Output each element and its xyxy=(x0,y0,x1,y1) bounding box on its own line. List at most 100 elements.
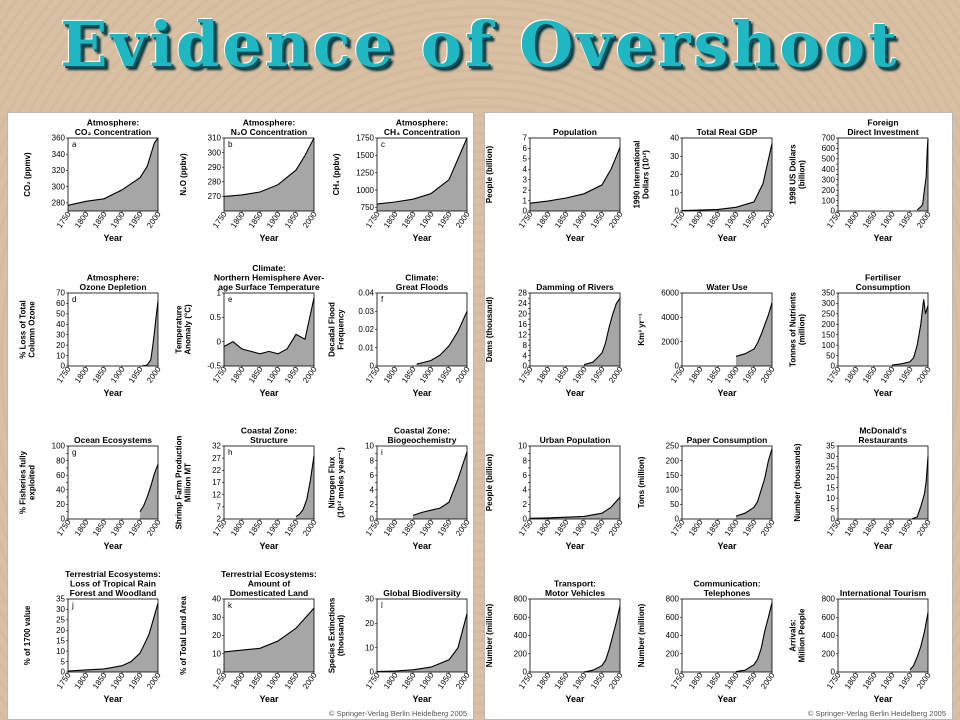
xtick-label-i: 1750 xyxy=(364,518,382,538)
ytick-label-d: 0 xyxy=(61,362,66,371)
plot-frame-e xyxy=(223,292,315,367)
ylabel-water: Km³ yr⁻¹ xyxy=(637,313,646,346)
xtick-label-fert: 1850 xyxy=(861,365,879,385)
chart-title-e: age Surface Temperature xyxy=(218,282,320,292)
ytick-label-pop: 1 xyxy=(523,196,528,205)
ytick-label-a: 280 xyxy=(52,199,66,208)
xtick-label-c: 1950 xyxy=(436,210,454,230)
ytick-label-dams: 28 xyxy=(518,289,527,298)
panel-letter-k: k xyxy=(228,601,233,610)
area-pop xyxy=(530,147,620,211)
ytick-label-fert: 300 xyxy=(822,299,836,308)
xtick-label-fdi: 1750 xyxy=(825,210,843,230)
ytick-label-fert: 100 xyxy=(822,341,836,350)
ytick-label-urban: 10 xyxy=(518,442,527,451)
ytick-label-pop: 5 xyxy=(523,155,528,164)
xtick-label-f: 1750 xyxy=(364,365,382,385)
area-motor xyxy=(584,606,620,672)
xtick-label-water: 2000 xyxy=(759,365,777,385)
xtick-label-g: 1900 xyxy=(109,518,127,538)
panel-letter-d: d xyxy=(72,295,76,304)
xtick-label-fert: 2000 xyxy=(915,365,933,385)
ylabel-i: (10¹² moles year⁻¹) xyxy=(337,447,346,518)
ytick-label-paper: 100 xyxy=(666,486,680,495)
xtick-label-k: 2000 xyxy=(301,671,319,691)
ytick-label-h: 32 xyxy=(212,442,221,451)
ytick-label-l: 20 xyxy=(365,619,374,628)
ytick-label-l: 30 xyxy=(365,595,374,604)
xtick-label-i: 1900 xyxy=(418,518,436,538)
chart-title-paper: Paper Consumption xyxy=(687,435,768,445)
ytick-label-f: 0.02 xyxy=(358,325,374,334)
series-line-k xyxy=(223,607,315,653)
xtick-label-c: 2000 xyxy=(454,210,472,230)
series-line-b xyxy=(223,137,315,197)
ytick-label-water: 2000 xyxy=(661,337,679,346)
xtick-label-urban: 1950 xyxy=(589,518,607,538)
ytick-label-paper: 200 xyxy=(666,456,680,465)
chart-title-k: Terrestrial Ecosystems: xyxy=(221,569,317,579)
series-line-l xyxy=(376,613,468,673)
plot-frame-fert xyxy=(837,292,929,367)
xtick-label-j: 2000 xyxy=(145,671,163,691)
chart-title-i: Coastal Zone: xyxy=(394,426,450,436)
ytick-label-pop: 4 xyxy=(523,165,528,174)
area-phone xyxy=(736,602,772,672)
series-line-tourism xyxy=(909,612,929,671)
chart-title-a: Atmosphere: xyxy=(87,118,140,128)
xtick-label-l: 1750 xyxy=(364,671,382,691)
xtick-label-l: 2000 xyxy=(454,671,472,691)
ytick-label-dams: 0 xyxy=(523,362,528,371)
ylabel-l: (thousand) xyxy=(337,615,346,657)
ylabel-d: Column Ozone xyxy=(28,301,37,358)
ylabel-gdp: 1990 International xyxy=(633,140,642,208)
plot-frame-b xyxy=(223,137,315,212)
ytick-label-urban: 4 xyxy=(523,486,528,495)
ytick-label-k: 0 xyxy=(217,668,222,677)
xtick-label-paper: 1800 xyxy=(687,518,705,538)
xtick-label-b: 1750 xyxy=(211,210,229,230)
left-chart-grid: Atmosphere:CO₂ Concentration280300320340… xyxy=(19,118,472,705)
ylabel-h: Shrimp Farm Production xyxy=(175,436,184,530)
series-line-g xyxy=(139,464,159,512)
ytick-label-j: 25 xyxy=(56,616,65,625)
xtick-label-fert: 1950 xyxy=(897,365,915,385)
chart-e: Climate:Northern Hemisphere Aver-age Sur… xyxy=(175,263,325,398)
xtick-label-d: 1950 xyxy=(127,365,145,385)
chart-title-f: Great Floods xyxy=(396,282,449,292)
xtick-label-phone: 1900 xyxy=(723,671,741,691)
xtick-label-d: 1900 xyxy=(109,365,127,385)
ylabel-mcd: Number (thousands) xyxy=(793,443,802,522)
chart-title-urban: Urban Population xyxy=(540,435,611,445)
plot-frame-l xyxy=(376,598,468,673)
ytick-label-paper: 250 xyxy=(666,442,680,451)
xlabel-i: Year xyxy=(412,541,432,551)
xlabel-j: Year xyxy=(103,694,123,704)
ytick-label-h: 27 xyxy=(212,454,221,463)
xtick-label-a: 1900 xyxy=(109,210,127,230)
chart-k: Terrestrial Ecosystems:Amount ofDomestic… xyxy=(179,569,319,704)
ytick-label-b: 280 xyxy=(208,178,222,187)
ytick-label-dams: 16 xyxy=(518,320,527,329)
panel-letter-a: a xyxy=(72,140,77,149)
series-line-mcd xyxy=(911,456,929,520)
ytick-label-water: 4000 xyxy=(661,313,679,322)
area-fert xyxy=(892,299,928,366)
ytick-label-motor: 400 xyxy=(514,631,528,640)
ytick-label-mcd: 20 xyxy=(826,473,835,482)
xtick-label-tourism: 1900 xyxy=(879,671,897,691)
xtick-label-tourism: 1950 xyxy=(897,671,915,691)
area-gdp xyxy=(682,143,772,211)
xtick-label-pop: 1950 xyxy=(589,210,607,230)
ylabel-phone: Number (million) xyxy=(637,603,646,667)
area-j xyxy=(68,603,158,672)
ytick-label-fdi: 600 xyxy=(822,144,836,153)
ytick-label-paper: 0 xyxy=(675,515,680,524)
xtick-label-dams: 2000 xyxy=(607,365,625,385)
chart-title-h: Coastal Zone: xyxy=(241,426,297,436)
ytick-label-e: 0.5 xyxy=(210,313,222,322)
plot-frame-fdi xyxy=(837,137,929,212)
